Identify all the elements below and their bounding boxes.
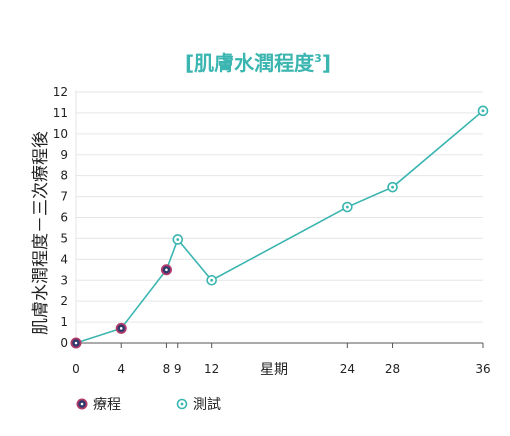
- chart-title-main: [肌膚水潤程度: [185, 51, 315, 75]
- legend-marker-treatment-dot: [80, 402, 84, 406]
- y-tick-label-2: 2: [60, 294, 68, 308]
- x-tick-label-9: 9: [174, 362, 182, 376]
- x-tick-label-28: 28: [385, 362, 400, 376]
- test-point-dot-3: [176, 238, 180, 241]
- x-tick-label-24: 24: [340, 362, 355, 376]
- legend: 療程 測試: [76, 396, 221, 413]
- y-tick-label-12: 12: [53, 85, 68, 99]
- x-tick-label-36: 36: [475, 362, 490, 376]
- x-tick-label-0: 0: [72, 362, 80, 376]
- chart-title: [肌膚水潤程度3]: [185, 51, 331, 75]
- legend-label-0: 療程: [93, 396, 121, 413]
- test-point-dot-7: [481, 109, 485, 113]
- series-line-test: [75, 110, 484, 344]
- y-tick-label-8: 8: [60, 169, 68, 183]
- axes: [75, 90, 484, 348]
- x-tick-label-12: 12: [204, 362, 219, 376]
- grid-lines: [76, 91, 483, 323]
- y-tick-label-6: 6: [60, 211, 68, 225]
- series-layer: [70, 105, 489, 349]
- legend-label-1: 測試: [193, 397, 221, 413]
- y-tick-label-11: 11: [53, 106, 68, 120]
- y-tick-label-0: 0: [60, 336, 68, 350]
- chart-title-close: ]: [322, 51, 331, 75]
- x-axis-label: 星期: [260, 362, 288, 378]
- test-point-dot-4: [210, 278, 214, 282]
- x-tick-label-8: 8: [163, 362, 171, 376]
- legend-item-0: 療程: [76, 396, 121, 413]
- y-tick-label-5: 5: [60, 231, 68, 245]
- treatment-point-dot-1: [119, 327, 123, 330]
- y-tick-label-9: 9: [60, 148, 68, 162]
- y-tick-label-7: 7: [60, 190, 68, 204]
- test-point-dot-5: [345, 205, 349, 209]
- y-tick-label-1: 1: [60, 315, 68, 329]
- legend-marker-test-dot: [180, 402, 184, 406]
- test-point-dot-6: [391, 185, 394, 189]
- y-tick-label-4: 4: [60, 252, 68, 266]
- treatment-point-dot-0: [74, 341, 78, 345]
- x-tick-label-4: 4: [117, 362, 125, 376]
- y-axis-label: 肌膚水潤程度－三次療程後: [31, 131, 51, 335]
- y-tick-label-10: 10: [53, 127, 68, 141]
- chart-title-sup: 3: [314, 52, 322, 65]
- legend-item-1: 測試: [176, 397, 221, 413]
- y-tick-label-3: 3: [60, 273, 68, 287]
- treatment-point-dot-2: [165, 268, 168, 272]
